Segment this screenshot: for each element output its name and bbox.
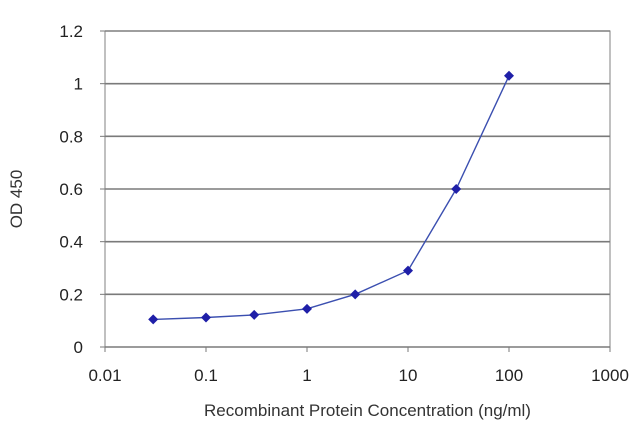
x-tick-label: 1 [302,366,311,385]
data-point-marker [451,184,462,194]
data-series [148,70,514,325]
gridlines [105,30,610,296]
y-tick-label: 0.2 [59,285,83,304]
axes [100,30,611,352]
data-point-marker [201,312,211,323]
x-tick-label: 1000 [591,366,629,385]
y-tick-label: 0 [74,338,83,357]
data-point-marker [148,314,159,325]
x-tick-label: 0.01 [88,366,121,385]
y-tick-label: 0.6 [59,180,83,199]
data-point-marker [350,289,361,300]
y-tick-label: 1 [74,75,83,94]
y-tick-label: 1.2 [59,22,83,41]
x-tick-label: 0.1 [194,366,218,385]
x-axis-title: Recombinant Protein Concentration (ng/ml… [204,401,531,420]
data-point-marker [249,309,260,320]
x-tick-label: 100 [495,366,523,385]
tick-labels: 0 0.2 0.4 0.6 0.8 1 1.2 0.01 0.1 1 10 100 1000 [59,22,629,385]
data-point-marker [302,303,312,314]
data-point-marker [504,70,514,81]
y-axis-title: OD 450 [7,170,26,229]
y-tick-label: 0.4 [59,233,83,252]
data-point-marker [403,265,413,276]
y-tick-label: 0.8 [59,127,83,146]
x-tick-label: 10 [399,366,418,385]
series-line [153,75,510,321]
